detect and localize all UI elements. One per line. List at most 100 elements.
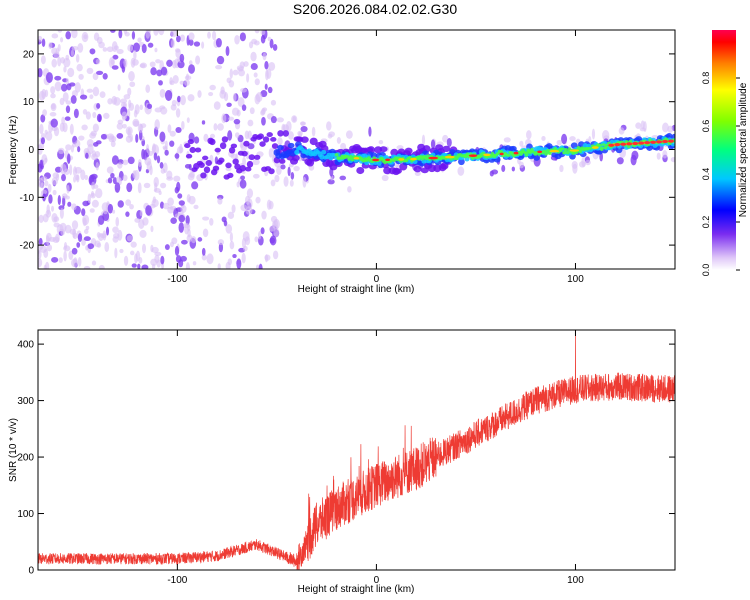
spectrogram-cell bbox=[209, 133, 216, 139]
spectrogram-cell bbox=[81, 124, 88, 131]
spectrogram-cell bbox=[243, 245, 248, 252]
spectrogram-cell bbox=[45, 235, 50, 246]
spectrogram-cell bbox=[233, 118, 241, 125]
spectrogram-cell bbox=[211, 30, 217, 41]
spectrogram-cell bbox=[218, 242, 224, 253]
spectrogram-cell bbox=[187, 138, 195, 145]
spectrogram-cell bbox=[186, 117, 190, 124]
spectrogram-cell bbox=[215, 37, 222, 48]
spectrogram-cell bbox=[71, 203, 77, 211]
spectrogram-cell bbox=[61, 83, 68, 92]
spectrogram-cell bbox=[254, 78, 260, 86]
spectrogram-cell bbox=[197, 90, 202, 98]
colorbar-tick-label: 0.0 bbox=[701, 264, 711, 277]
spectrogram-cell bbox=[188, 32, 195, 41]
spectrogram-cell bbox=[236, 258, 242, 269]
spectrogram-cell bbox=[110, 140, 116, 148]
spectrogram-cell bbox=[50, 118, 58, 128]
spectrogram-cell bbox=[159, 161, 164, 169]
spectrogram-cell bbox=[71, 220, 79, 230]
spectrogram-cell bbox=[98, 41, 105, 49]
spectrogram-cell bbox=[287, 131, 294, 140]
spectrogram-cell bbox=[250, 51, 257, 62]
spectrogram-cell bbox=[57, 56, 62, 67]
spectrogram-cell bbox=[87, 143, 94, 155]
spectrogram-cell bbox=[264, 61, 269, 70]
colorbar: 0.0 0.2 0.4 0.6 0.8 Normalized spectral ampl… bbox=[701, 30, 749, 276]
spectrogram-x-tick-label: 100 bbox=[567, 274, 584, 285]
spectrogram-cell bbox=[662, 122, 669, 133]
spectrogram-cell bbox=[91, 260, 97, 266]
spectrogram-cell bbox=[92, 111, 97, 119]
spectrogram-cell bbox=[45, 72, 53, 83]
spectrogram-cell bbox=[71, 247, 78, 255]
spectrogram-cell bbox=[345, 130, 353, 139]
spectrogram-cell bbox=[112, 226, 119, 234]
spectrogram-cell bbox=[229, 232, 233, 242]
spectrogram-cell bbox=[83, 228, 89, 235]
spectrogram-cell bbox=[48, 42, 53, 50]
spectrogram-cell bbox=[569, 136, 576, 142]
spectrogram-cell bbox=[209, 218, 214, 226]
spectrogram-cell bbox=[524, 151, 529, 157]
spectrogram-cell bbox=[72, 166, 78, 177]
spectrogram-cell bbox=[511, 166, 516, 172]
spectrogram-cell bbox=[124, 31, 130, 37]
spectrogram-cell bbox=[260, 227, 265, 235]
spectrogram-cell bbox=[72, 228, 76, 239]
spectrogram-cell bbox=[193, 41, 201, 47]
spectrogram-cell bbox=[39, 123, 44, 135]
spectrogram-cell bbox=[40, 114, 46, 123]
spectrogram-cell bbox=[77, 233, 83, 242]
spectrogram-cell bbox=[82, 109, 88, 115]
spectrogram-cell bbox=[206, 253, 214, 265]
spectrogram-cell bbox=[185, 262, 190, 269]
spectrogram-cell bbox=[72, 142, 77, 148]
spectrogram-cell bbox=[195, 55, 201, 65]
spectrogram-cell bbox=[232, 158, 239, 165]
spectrogram-cell bbox=[110, 59, 115, 65]
snr-y-tick-label: 300 bbox=[17, 396, 34, 407]
spectrogram-cell bbox=[549, 149, 560, 153]
spectrogram-cell bbox=[96, 70, 104, 75]
spectrogram-cell bbox=[243, 140, 250, 147]
colorbar-ticks: 0.0 0.2 0.4 0.6 0.8 bbox=[701, 72, 740, 277]
spectrogram-cell bbox=[378, 139, 384, 145]
spectrogram-cell bbox=[644, 141, 651, 145]
spectrogram-cell bbox=[300, 121, 306, 126]
spectrogram-cell bbox=[71, 30, 78, 39]
spectrogram-cell bbox=[638, 141, 645, 145]
spectrogram-cell bbox=[127, 87, 132, 96]
spectrogram-cell bbox=[240, 87, 248, 93]
spectrogram-cell bbox=[54, 81, 62, 92]
spectrogram-cell bbox=[207, 31, 211, 39]
spectrogram-cell bbox=[264, 254, 271, 261]
spectrogram-cell bbox=[70, 95, 77, 104]
spectrogram-cell bbox=[134, 217, 141, 223]
spectrogram-cell bbox=[420, 167, 429, 174]
spectrogram-cell bbox=[42, 213, 49, 223]
spectrogram-cell bbox=[137, 263, 141, 269]
spectrogram-cell bbox=[46, 244, 53, 252]
spectrogram-cell bbox=[272, 221, 276, 229]
spectrogram-cell bbox=[547, 151, 552, 156]
spectrogram-cell bbox=[85, 152, 89, 159]
spectrogram-cell bbox=[115, 216, 120, 227]
spectrogram-cell bbox=[273, 228, 280, 238]
spectrogram-cell bbox=[230, 143, 238, 149]
spectrogram-cell bbox=[71, 46, 79, 51]
spectrogram-cell bbox=[113, 232, 120, 239]
spectrogram-cell bbox=[62, 195, 66, 207]
spectrogram-cell bbox=[276, 165, 282, 175]
spectrogram-cell bbox=[77, 257, 82, 267]
spectrogram-cell bbox=[291, 154, 300, 162]
spectrogram-cell bbox=[209, 84, 216, 91]
spectrogram-cell bbox=[70, 49, 75, 57]
spectrogram-cell bbox=[67, 153, 71, 165]
spectrogram-cell bbox=[158, 30, 165, 36]
spectrogram-cell bbox=[537, 150, 543, 154]
spectrogram-cell bbox=[75, 139, 81, 148]
spectrogram-cell bbox=[656, 152, 661, 160]
spectrogram-cell bbox=[156, 155, 161, 164]
spectrogram-cell bbox=[85, 245, 89, 251]
